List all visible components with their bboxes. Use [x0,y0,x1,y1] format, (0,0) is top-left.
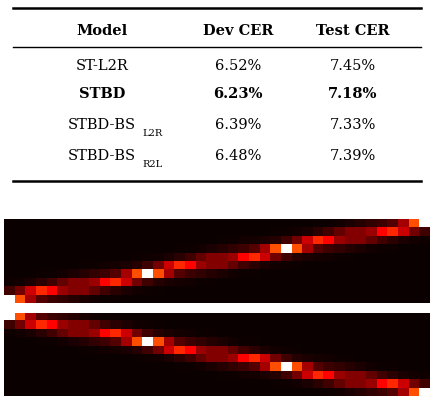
Text: STBD-BS: STBD-BS [68,118,136,132]
Text: 7.45%: 7.45% [330,59,376,73]
Text: STBD: STBD [79,88,125,102]
Text: Dev CER: Dev CER [203,24,273,38]
Text: 6.39%: 6.39% [215,118,261,132]
Text: 7.18%: 7.18% [329,88,378,102]
Text: STBD-BS: STBD-BS [68,149,136,163]
Text: L2R: L2R [142,129,163,138]
Text: 6.48%: 6.48% [215,149,261,163]
Text: 6.23%: 6.23% [214,88,263,102]
Text: Model: Model [76,24,128,38]
Text: ST-L2R: ST-L2R [76,59,128,73]
Text: 6.52%: 6.52% [215,59,261,73]
Text: 7.33%: 7.33% [330,118,376,132]
Text: Test CER: Test CER [316,24,390,38]
Text: R2L: R2L [142,160,163,169]
Text: 7.39%: 7.39% [330,149,376,163]
